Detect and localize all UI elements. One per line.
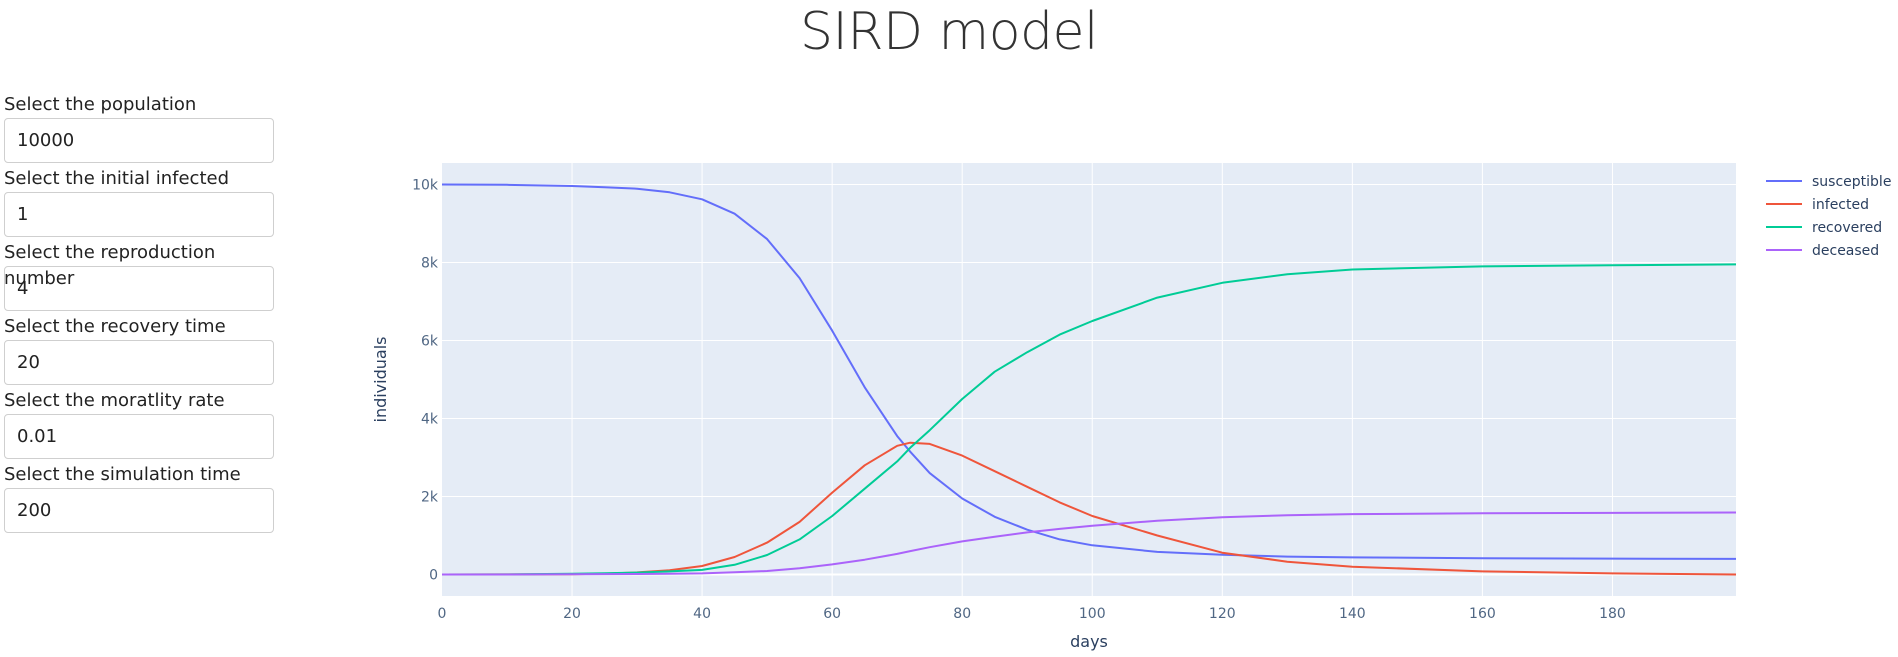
reproduction-number-field: Select the reproduction number xyxy=(4,240,274,311)
x-tick-label: 100 xyxy=(1079,606,1106,622)
legend-susceptible-label: susceptible xyxy=(1812,174,1891,190)
recovery-time-input[interactable] xyxy=(4,340,274,385)
legend-infected-label: infected xyxy=(1812,197,1869,213)
x-tick-label: 60 xyxy=(823,606,841,622)
simulation-time-field: Select the simulation time xyxy=(4,462,274,533)
simulation-time-input[interactable] xyxy=(4,488,274,533)
x-tick-label: 40 xyxy=(693,606,711,622)
initial-infected-label: Select the initial infected xyxy=(4,168,230,189)
x-tick-label: 140 xyxy=(1339,606,1366,622)
legend-deceased-label: deceased xyxy=(1812,243,1879,259)
x-tick-label: 20 xyxy=(563,606,581,622)
simulation-time-label: Select the simulation time xyxy=(4,464,241,485)
y-axis-label: individuals xyxy=(371,337,390,423)
x-tick-label: 0 xyxy=(438,606,447,622)
deceased-line xyxy=(442,511,1737,576)
mortality-rate-field: Select the moratlity rate xyxy=(4,388,274,459)
x-tick-label: 160 xyxy=(1469,606,1496,622)
x-axis-label: days xyxy=(1070,632,1108,651)
susceptible-line xyxy=(441,183,1737,560)
y-tick-label: 10k xyxy=(412,177,439,193)
x-tick-label: 180 xyxy=(1599,606,1626,622)
recovery-time-label: Select the recovery time xyxy=(4,316,226,337)
x-tick-label: 80 xyxy=(953,606,971,622)
population-input[interactable] xyxy=(4,118,274,163)
mortality-rate-label: Select the moratlity rate xyxy=(4,390,225,411)
recovered-line xyxy=(441,263,1737,576)
population-field: Select the population xyxy=(4,92,274,163)
x-tick-label: 120 xyxy=(1209,606,1236,622)
y-tick-label: 6k xyxy=(421,333,439,349)
y-tick-label: 8k xyxy=(421,255,439,271)
reproduction-number-input[interactable] xyxy=(4,266,274,311)
recovery-time-field: Select the recovery time xyxy=(4,314,274,385)
y-tick-label: 2k xyxy=(421,490,439,506)
page-title: SIRD model xyxy=(800,2,1098,62)
mortality-rate-input[interactable] xyxy=(4,414,274,459)
parameter-controls: Select the population Select the initial… xyxy=(4,92,274,536)
initial-infected-field: Select the initial infected xyxy=(4,166,274,237)
initial-infected-input[interactable] xyxy=(4,192,274,237)
y-tick-label: 0 xyxy=(429,568,438,584)
y-tick-label: 4k xyxy=(421,412,439,428)
plot-background xyxy=(442,163,1736,596)
population-label: Select the population xyxy=(4,94,197,115)
legend-recovered-label: recovered xyxy=(1812,220,1882,236)
